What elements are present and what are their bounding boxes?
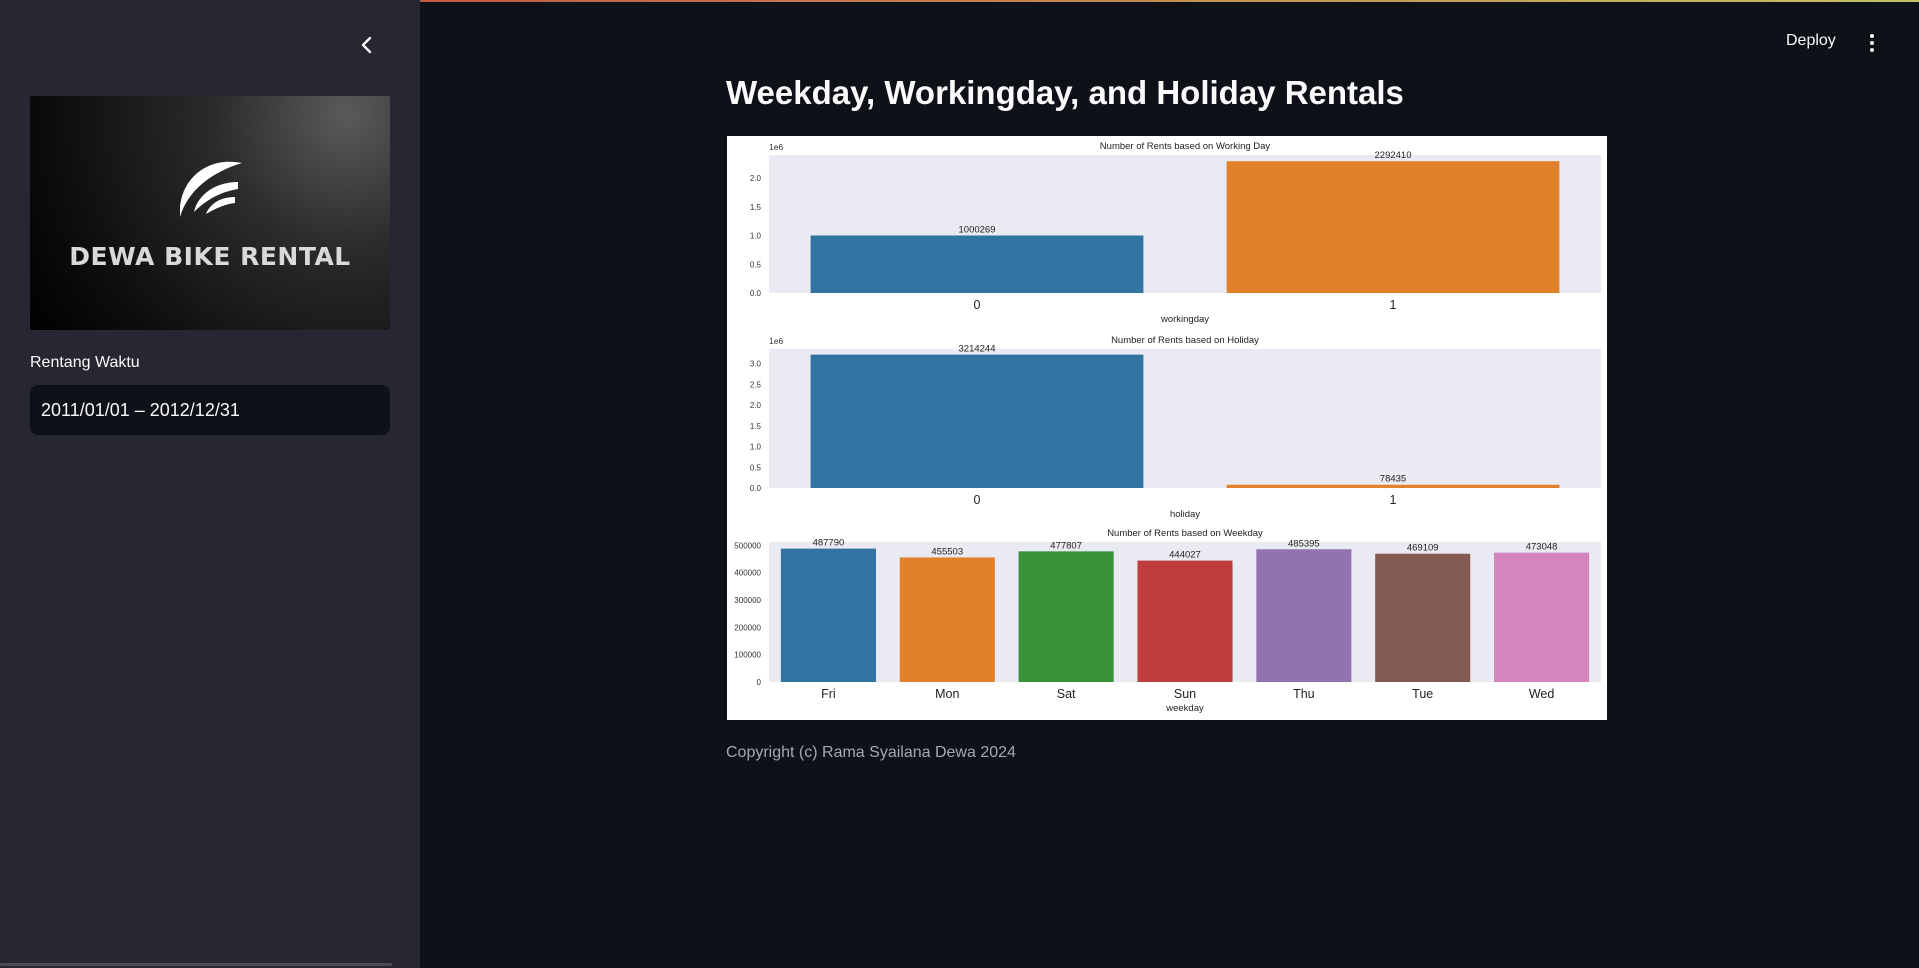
y-tick-label: 0.0 (750, 289, 762, 298)
bike-swoosh-icon (180, 161, 242, 217)
more-vertical-icon (1870, 34, 1874, 52)
bar-value-label: 485395 (1288, 538, 1320, 549)
rentals-chart-figure: 0.0 0.5 1.0 1.5 2.0 1e6 Number of Rents based … (727, 136, 1607, 720)
bar (1375, 553, 1471, 682)
bar-value-label: 444027 (1169, 550, 1201, 561)
y-tick-label: 2.5 (750, 380, 762, 389)
date-range-input[interactable]: 2011/01/01 – 2012/12/31 (30, 385, 390, 435)
x-axis-label: weekday (1165, 703, 1204, 714)
x-tick-label: Fri (821, 687, 836, 701)
chart-svg: 0.0 0.5 1.0 1.5 2.0 1e6 Number of Rents based … (734, 141, 1601, 714)
x-axis-label: holiday (1170, 509, 1200, 520)
brand-logo: DEWA BIKE RENTAL (30, 96, 390, 330)
y-tick-label: 100000 (734, 651, 761, 660)
y-tick-label: 2.0 (750, 174, 762, 183)
x-tick-label: 1 (1390, 493, 1397, 507)
copyright-footer: Copyright (c) Rama Syailana Dewa 2024 (726, 744, 1016, 761)
x-tick-label: Sat (1057, 687, 1076, 701)
bar (1494, 552, 1590, 682)
bar-value-label: 3214244 (959, 344, 996, 355)
y-tick-label: 200000 (734, 623, 761, 632)
bar (1226, 484, 1560, 488)
y-tick-label: 0 (757, 678, 762, 687)
y-tick-label: 1.5 (750, 203, 762, 212)
bar-value-label: 469109 (1407, 543, 1439, 554)
bar (899, 557, 995, 682)
axis-offset-label: 1e6 (769, 336, 783, 346)
bar-value-label: 78435 (1380, 474, 1406, 485)
bar-value-label: 2292410 (1375, 150, 1412, 161)
sidebar: DEWA BIKE RENTAL Rentang Waktu 2011/01/0… (0, 0, 420, 968)
page-title: Weekday, Workingday, and Holiday Rentals (726, 74, 1404, 111)
y-tick-label: 400000 (734, 569, 761, 578)
x-tick-label: Wed (1529, 687, 1555, 701)
sidebar-scrollbar[interactable] (0, 963, 392, 966)
y-tick-label: 1.0 (750, 443, 762, 452)
bar-value-label: 1000269 (959, 224, 996, 235)
y-tick-label: 1.0 (750, 232, 762, 241)
x-tick-label: 1 (1390, 298, 1397, 312)
y-tick-label: 3.0 (750, 360, 762, 369)
y-tick-label: 0.5 (750, 463, 762, 472)
bar-value-label: 487790 (813, 538, 845, 549)
logo-text: DEWA BIKE RENTAL (69, 242, 351, 271)
bar (1137, 560, 1233, 682)
bar (810, 354, 1144, 488)
y-tick-label: 300000 (734, 596, 761, 605)
x-tick-label: Mon (935, 687, 959, 701)
chart-title: Number of Rents based on Working Day (1100, 141, 1271, 152)
y-tick-label: 0.0 (750, 484, 762, 493)
bar (1018, 551, 1114, 682)
chevron-left-icon (361, 36, 372, 54)
x-tick-label: Thu (1293, 687, 1315, 701)
x-tick-label: Sun (1174, 687, 1196, 701)
bar (1226, 161, 1560, 293)
y-tick-label: 500000 (734, 541, 761, 550)
collapse-sidebar-button[interactable] (352, 30, 382, 60)
main-menu-button[interactable] (1862, 30, 1882, 56)
deploy-button[interactable]: Deploy (1786, 32, 1836, 49)
bar (810, 235, 1144, 293)
x-tick-label: 0 (974, 298, 981, 312)
date-range-value: 2011/01/01 – 2012/12/31 (41, 399, 240, 420)
x-tick-label: Tue (1412, 687, 1433, 701)
date-range-label: Rentang Waktu (30, 354, 140, 371)
chart-title: Number of Rents based on Weekday (1107, 528, 1263, 539)
y-tick-label: 2.0 (750, 401, 762, 410)
bar-value-label: 477807 (1050, 540, 1082, 551)
top-decoration (0, 0, 1919, 2)
y-tick-label: 0.5 (750, 260, 762, 269)
bar (1256, 549, 1352, 682)
x-tick-label: 0 (974, 493, 981, 507)
y-tick-label: 1.5 (750, 422, 762, 431)
bar-value-label: 473048 (1526, 542, 1558, 553)
chart-title: Number of Rents based on Holiday (1111, 335, 1259, 346)
bar (780, 548, 876, 682)
x-axis-label: workingday (1160, 314, 1209, 325)
bar-value-label: 455503 (931, 546, 963, 557)
axis-offset-label: 1e6 (769, 142, 783, 152)
